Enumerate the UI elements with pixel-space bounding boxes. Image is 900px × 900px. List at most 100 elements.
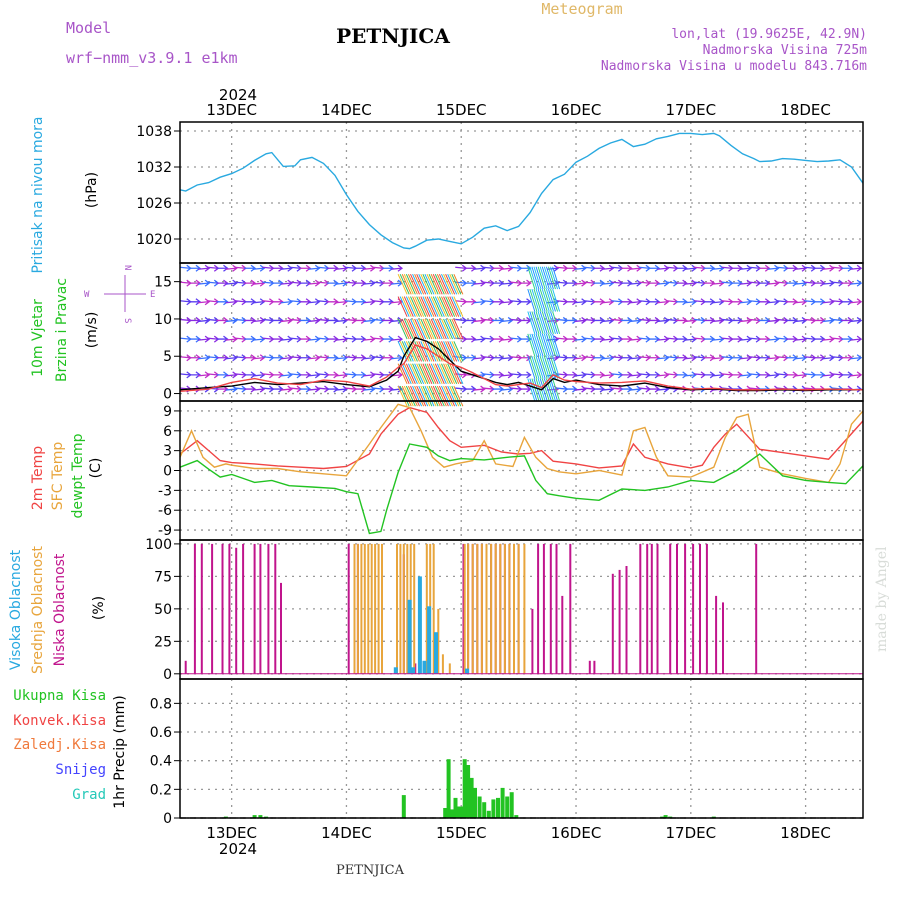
cloud_cover-bar — [699, 543, 701, 674]
wind-storm-streak — [416, 273, 427, 295]
wind-barb — [684, 279, 697, 287]
wind-barb — [491, 385, 505, 393]
wind-dir-e: E — [150, 290, 155, 300]
cloud_cover-bar — [462, 543, 465, 674]
wind-barb — [703, 316, 716, 324]
wind-barb — [785, 354, 798, 362]
wind-barb — [657, 279, 670, 287]
wind-storm-streak — [434, 318, 445, 340]
wind-barb — [592, 354, 606, 362]
cloud_cover-bar — [360, 543, 363, 674]
wind-barb — [675, 335, 688, 343]
precipitation-bar — [252, 815, 257, 818]
cloud_cover-bar — [537, 543, 540, 674]
wind-storm-streak — [451, 341, 462, 362]
wind-storm-streak — [443, 341, 454, 362]
wind-storm-streak — [416, 341, 427, 362]
model-label: Model — [66, 19, 111, 37]
wind-barb — [363, 335, 376, 343]
wind-storm-streak — [539, 378, 548, 402]
wind-barb — [602, 298, 615, 306]
wind-storm-streak — [432, 273, 443, 295]
wind-barb — [739, 264, 752, 272]
wind-storm-streak — [399, 296, 410, 317]
cloud_cover-bar — [715, 595, 718, 674]
wind-barb — [785, 316, 798, 324]
wind-storm-streak — [541, 311, 550, 335]
wind-storm-streak — [434, 385, 445, 407]
wind-barb — [198, 371, 211, 379]
wind-storm-streak — [403, 341, 414, 362]
wind-storm-streak — [449, 296, 460, 317]
wind-storm-streak — [403, 296, 414, 317]
wind-storm-streak — [432, 363, 443, 385]
wind-storm-streak — [545, 288, 554, 312]
wind-barb — [794, 335, 808, 343]
wind-storm-streak — [453, 318, 464, 340]
wind-storm-streak — [401, 296, 412, 317]
precipitation-bar — [466, 765, 471, 818]
wind-barb — [198, 316, 211, 324]
wind-storm-streak — [428, 341, 439, 362]
wind-barb — [188, 316, 202, 324]
precipitation-ytick-label: 0.2 — [150, 782, 172, 798]
year-label-top: 2024 — [219, 86, 257, 104]
wind-storm-streak — [397, 273, 408, 295]
wind-barb — [730, 354, 743, 362]
wind-barb — [335, 298, 348, 306]
wind-storm-streak — [550, 333, 559, 357]
wind-barb — [703, 335, 716, 343]
wind-storm-streak — [422, 296, 433, 317]
wind-storm-streak — [414, 296, 425, 317]
wind-storm-streak — [438, 385, 449, 407]
wind-barb — [648, 354, 661, 362]
temperature-ytick-label: 0 — [163, 464, 172, 480]
wind-barb — [822, 298, 835, 306]
wind-storm-streak — [401, 363, 412, 385]
wind-ytick-label: 10 — [154, 312, 172, 328]
wind-storm-streak — [434, 363, 445, 385]
cloud_cover-bar — [480, 543, 483, 674]
temperature-series-line — [179, 443, 864, 535]
wind-barb — [326, 298, 339, 306]
wind-barb — [216, 335, 229, 343]
temperature-ytick-label: 6 — [163, 424, 172, 440]
wind-storm-streak — [533, 356, 542, 379]
wind-barb — [730, 335, 743, 343]
wind-storm-streak — [529, 333, 538, 357]
wind-storm-streak — [430, 363, 441, 385]
wind-storm-streak — [529, 356, 538, 379]
temperature-series-line — [179, 406, 864, 470]
wind-storm-streak — [449, 341, 460, 362]
wind-storm-streak — [527, 378, 536, 402]
wind-barb — [308, 298, 321, 306]
wind-barb — [602, 371, 615, 379]
wind-barb — [822, 371, 835, 379]
date-label-bottom: 16DEC — [551, 824, 602, 842]
wind-barb — [602, 264, 615, 272]
wind-barb — [684, 298, 697, 306]
wind-barb — [758, 264, 771, 272]
wind-barb — [565, 385, 578, 393]
wind-barb — [253, 354, 266, 362]
cloud_cover-bar — [374, 543, 377, 674]
wind-barb — [225, 354, 238, 362]
wind-barb — [308, 264, 321, 272]
wind-storm-streak — [426, 318, 437, 340]
precipitation-ytick-label: 0.4 — [150, 754, 172, 770]
wind-barb — [840, 371, 854, 379]
wind-barb — [850, 279, 863, 287]
date-label-bottom: 13DEC — [206, 824, 257, 842]
wind-storm-streak — [552, 288, 561, 312]
wind-storm-streak — [405, 273, 416, 295]
wind-ylabel-3: (m/s) — [84, 312, 100, 349]
wind-barb — [730, 279, 743, 287]
cloud-ylabel-1: Visoka Oblacnost — [8, 549, 24, 670]
wind-storm-streak — [438, 318, 449, 340]
wind-barb — [519, 279, 532, 287]
precipitation-bar — [491, 799, 496, 818]
wind-barb — [335, 335, 348, 343]
precipitation-bar — [663, 815, 668, 818]
precipitation-bar — [443, 808, 448, 818]
wind-barb — [574, 279, 587, 287]
